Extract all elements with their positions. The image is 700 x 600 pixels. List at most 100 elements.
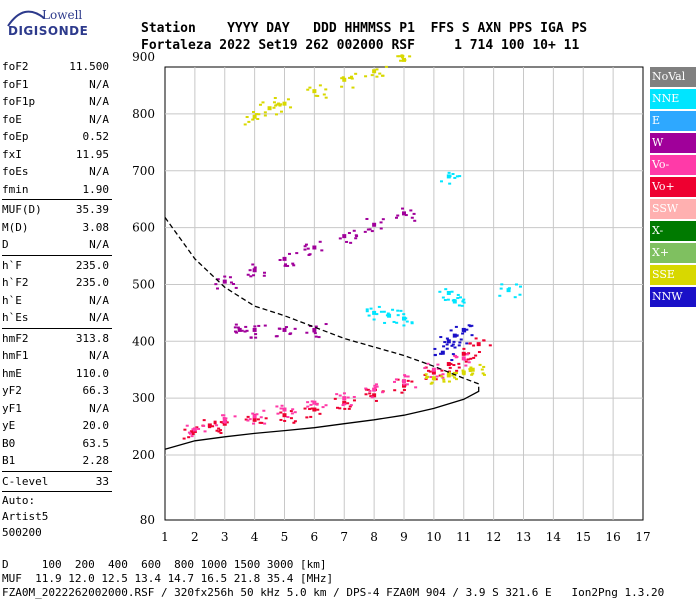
data-point	[262, 409, 266, 412]
param-value: N/A	[89, 401, 109, 415]
data-point	[513, 296, 517, 299]
data-point	[401, 207, 405, 210]
auto-line: 500200	[2, 526, 42, 539]
data-point	[338, 394, 342, 397]
param-name: B0	[2, 436, 16, 450]
param-row: MUF(D) 35.39	[2, 201, 112, 219]
data-point	[406, 375, 410, 378]
data-point	[499, 287, 503, 290]
data-point	[263, 111, 267, 114]
data-point	[257, 324, 261, 327]
data-point	[289, 410, 293, 413]
data-point	[368, 228, 372, 231]
data-point	[481, 372, 485, 375]
data-point	[468, 342, 472, 345]
data-point	[318, 84, 322, 87]
data-point	[441, 373, 445, 376]
data-point	[387, 313, 392, 318]
x-tick-label: 8	[370, 530, 378, 544]
data-point	[295, 252, 299, 255]
data-point	[482, 339, 486, 342]
data-point	[246, 273, 250, 276]
data-point	[474, 337, 478, 340]
data-point	[229, 281, 233, 284]
data-point	[347, 407, 351, 410]
param-name: C-level	[2, 474, 49, 488]
data-point	[233, 415, 237, 418]
data-point	[372, 222, 377, 227]
x-tick-label: 11	[456, 530, 471, 544]
data-point	[349, 241, 353, 244]
data-point	[432, 370, 436, 373]
data-point	[425, 375, 429, 378]
data-point	[469, 366, 473, 369]
x-tick-label: 10	[426, 530, 441, 544]
data-point	[462, 373, 466, 376]
data-point	[393, 389, 397, 392]
digisonde-logo: Lowell DIGISONDE	[6, 6, 126, 46]
data-point	[275, 335, 279, 338]
data-point	[187, 436, 191, 439]
param-value: N/A	[89, 112, 109, 126]
data-point	[450, 344, 454, 347]
data-point	[246, 415, 250, 418]
data-point	[236, 326, 240, 329]
data-point	[343, 407, 347, 410]
data-point	[446, 298, 450, 301]
data-point	[396, 214, 400, 217]
data-point	[402, 313, 406, 316]
legend: NoVal NNE E W Vo- Vo+ SSW X- X+ SSE NNW	[650, 67, 696, 309]
data-point	[428, 370, 432, 373]
param-value: N/A	[89, 95, 109, 108]
data-point	[223, 421, 227, 424]
data-point	[287, 252, 291, 255]
data-point	[263, 114, 267, 117]
data-point	[249, 336, 253, 339]
data-point	[423, 367, 427, 370]
data-point	[450, 290, 454, 293]
data-point	[306, 401, 310, 404]
data-point	[454, 325, 458, 328]
data-point	[464, 360, 468, 363]
data-point	[246, 419, 250, 422]
data-point	[335, 393, 339, 396]
y-tick-label: 600	[132, 221, 155, 235]
data-point	[443, 299, 447, 302]
data-point	[458, 175, 462, 178]
data-point	[349, 404, 353, 407]
param-value: 3.08	[82, 220, 110, 234]
param-name: h`E	[2, 293, 22, 307]
data-point	[263, 271, 267, 274]
data-point	[234, 286, 238, 289]
param-name: foEp	[2, 130, 29, 143]
data-point	[279, 407, 283, 410]
data-point	[232, 283, 236, 286]
data-point	[514, 283, 518, 286]
data-point	[443, 341, 447, 344]
legend-item: Vo+	[650, 177, 696, 197]
data-point	[187, 431, 191, 434]
data-point	[365, 310, 369, 313]
data-point	[289, 417, 293, 420]
data-point	[461, 369, 465, 372]
legend-item: NNE	[650, 89, 696, 109]
data-point	[320, 249, 324, 252]
param-value: 35.39	[75, 203, 109, 216]
param-group-profile: hmF2 313.8 hmF1 N/A hmE 110.0 yF2 66.3 yF1 N/A yE 2…	[2, 330, 112, 470]
data-point	[449, 362, 453, 365]
data-point	[409, 209, 413, 212]
param-value: 66.3	[82, 384, 110, 397]
data-point	[368, 392, 372, 395]
data-point	[449, 329, 453, 332]
data-point	[257, 113, 261, 116]
data-point	[243, 330, 247, 333]
data-point	[386, 312, 390, 315]
data-point	[480, 368, 484, 371]
data-point	[282, 327, 287, 332]
param-row: hmF1 N/A	[2, 347, 112, 365]
data-point	[455, 175, 459, 178]
data-point	[438, 374, 442, 377]
data-point	[452, 333, 457, 338]
data-point	[476, 342, 481, 347]
data-point	[426, 362, 430, 365]
